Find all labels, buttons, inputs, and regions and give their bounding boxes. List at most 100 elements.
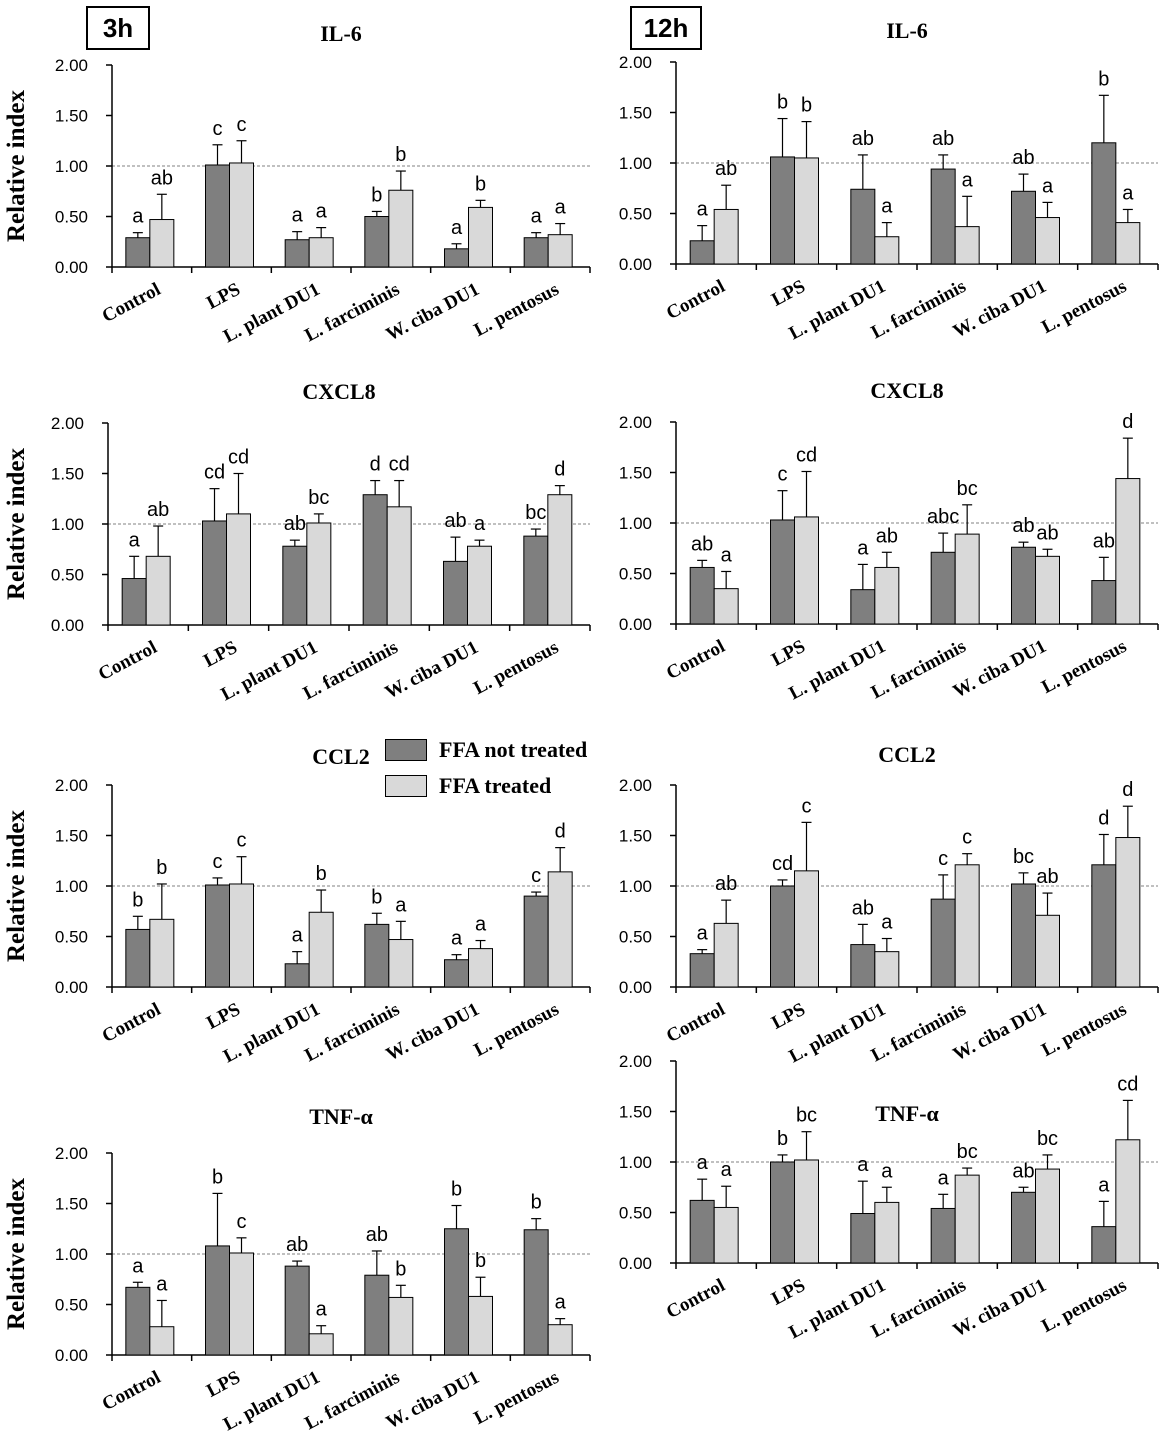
significance-label: b: [316, 863, 327, 885]
y-tick-label: 0.00: [619, 1254, 652, 1273]
y-tick-label: 1.00: [619, 154, 652, 173]
bar-treated: [226, 513, 251, 626]
bar-treated: [874, 1201, 900, 1264]
category-label: Control: [95, 637, 160, 685]
significance-label: ab: [1012, 515, 1034, 537]
y-axis-label: Relative index: [3, 809, 30, 962]
chart-title: IL-6: [886, 18, 928, 43]
bar-not-treated: [850, 589, 876, 625]
bar-treated: [547, 494, 573, 626]
y-tick-label: 0.50: [619, 928, 652, 947]
y-tick-label: 1.00: [51, 515, 84, 534]
significance-label: a: [475, 914, 487, 936]
bar-treated: [306, 522, 332, 626]
y-tick-label: 0.00: [619, 255, 652, 274]
significance-label: a: [1098, 1174, 1110, 1196]
significance-label: ab: [444, 510, 466, 532]
bar-treated: [547, 234, 573, 268]
significance-label: a: [451, 928, 463, 950]
chart-title: IL-6: [320, 21, 362, 46]
significance-label: c: [802, 795, 812, 817]
category-label: Control: [663, 636, 728, 684]
y-tick-label: 0.00: [55, 1346, 88, 1365]
significance-label: ab: [852, 128, 874, 150]
y-tick-label: 0.00: [619, 615, 652, 634]
bar-treated: [713, 1206, 739, 1264]
significance-label: ab: [147, 499, 169, 521]
chart-panel-0: IL-60.000.501.001.502.00acabaaabcabbaCon…: [3, 21, 591, 347]
category-label: L. pentosus: [1038, 999, 1130, 1061]
bar-treated: [1115, 837, 1141, 988]
y-tick-label: 2.00: [55, 56, 88, 75]
bar-not-treated: [1011, 546, 1036, 625]
bar-treated: [149, 219, 175, 268]
significance-label: a: [1122, 182, 1134, 204]
significance-label: bc: [525, 502, 546, 524]
y-tick-label: 1.50: [55, 1195, 88, 1214]
significance-label: b: [801, 95, 812, 117]
category-label: Control: [99, 1367, 164, 1415]
significance-label: cd: [796, 444, 817, 466]
y-tick-label: 1.50: [55, 107, 88, 126]
y-tick-label: 1.00: [55, 157, 88, 176]
significance-label: ab: [1036, 866, 1058, 888]
bar-treated: [954, 864, 980, 988]
y-tick-label: 0.50: [619, 565, 652, 584]
significance-label: a: [292, 925, 304, 947]
significance-label: a: [697, 1152, 709, 1174]
y-tick-label: 0.50: [55, 928, 88, 947]
bar-not-treated: [205, 1245, 230, 1356]
bar-treated: [229, 162, 254, 268]
significance-label: a: [156, 1273, 168, 1295]
bar-not-treated: [689, 566, 715, 625]
significance-label: d: [555, 821, 566, 843]
bar-not-treated: [205, 884, 230, 988]
significance-label: b: [531, 1192, 542, 1214]
bar-treated: [954, 1174, 980, 1264]
category-label: LPS: [768, 999, 809, 1034]
category-label: Control: [663, 1275, 728, 1323]
bar-treated: [388, 1296, 414, 1356]
bar-treated: [388, 189, 414, 268]
significance-label: c: [213, 118, 223, 140]
significance-label: a: [697, 923, 709, 945]
significance-label: ab: [366, 1224, 388, 1246]
significance-label: a: [132, 1255, 144, 1277]
significance-label: c: [531, 865, 541, 887]
significance-label: a: [1042, 175, 1054, 197]
bar-not-treated: [689, 953, 715, 988]
y-tick-label: 2.00: [619, 413, 652, 432]
y-tick-label: 0.50: [619, 1204, 652, 1223]
y-tick-label: 1.50: [55, 827, 88, 846]
significance-label: cd: [772, 853, 793, 875]
y-tick-label: 1.50: [619, 827, 652, 846]
category-label: LPS: [768, 276, 809, 311]
bar-treated: [468, 948, 493, 988]
bar-treated: [468, 206, 493, 268]
category-label: L. pentosus: [471, 279, 563, 341]
significance-label: b: [132, 889, 143, 911]
chart-title: CCL2: [878, 742, 935, 767]
bar-treated: [308, 237, 334, 268]
bar-not-treated: [930, 168, 956, 265]
chart-panel-5: CCL2 0.00 0.50 1.00 1.50 2.00 a cd ab c bc d ab c a c ab…: [619, 742, 1159, 1067]
bar-not-treated: [523, 895, 549, 988]
bar-treated: [229, 1252, 254, 1356]
significance-label: d: [1122, 411, 1133, 433]
y-axis-label: Relative index: [3, 447, 30, 600]
bar-not-treated: [202, 520, 227, 626]
significance-label: b: [371, 184, 382, 206]
bar-not-treated: [121, 578, 147, 626]
bar-not-treated: [523, 237, 549, 268]
chart-title: TNF-α: [875, 1101, 939, 1126]
bar-not-treated: [1091, 864, 1117, 988]
bar-treated: [1035, 217, 1060, 265]
category-label: L. pentosus: [471, 1367, 563, 1429]
y-tick-label: 1.00: [619, 1153, 652, 1172]
bar-treated: [468, 1295, 493, 1356]
significance-label: a: [962, 169, 974, 191]
significance-label: cd: [228, 447, 249, 469]
significance-label: a: [938, 1167, 950, 1189]
